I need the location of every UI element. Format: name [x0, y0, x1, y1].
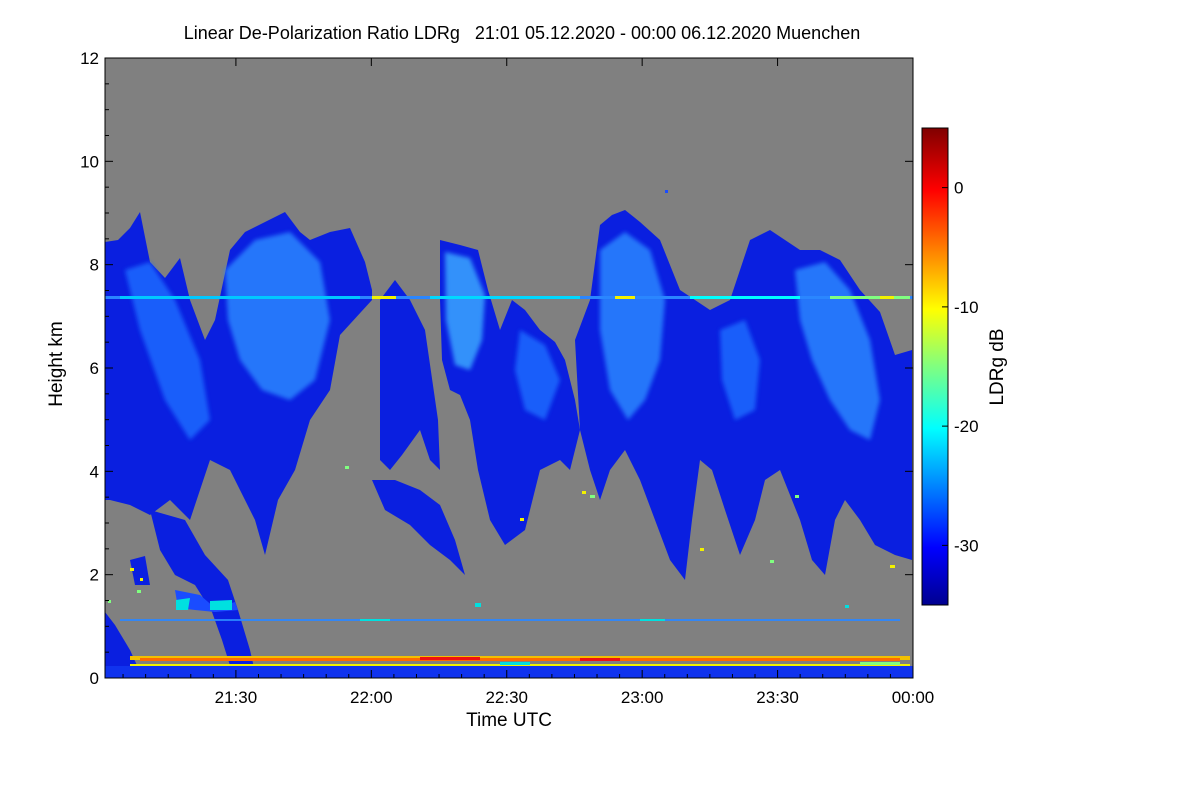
colorbar-label: LDRg dB — [987, 328, 1008, 405]
chart-title: Linear De-Polarization Ratio LDRg 21:01 … — [184, 23, 860, 43]
y-tick-label: 4 — [90, 462, 99, 481]
x-tick-label: 22:00 — [350, 688, 393, 707]
x-tick-label: 00:00 — [892, 688, 935, 707]
fall-streak — [105, 510, 255, 672]
colorbar-tick-label: -20 — [954, 417, 979, 436]
cloud-highlights — [125, 232, 880, 440]
y-axis-label: Height km — [46, 321, 67, 407]
x-tick-label: 22:30 — [485, 688, 528, 707]
colorbar-ticks: 0 -10 -20 -30 — [942, 179, 979, 555]
y-tick-label: 6 — [90, 359, 99, 378]
layer-1km — [120, 619, 900, 621]
x-axis-label: Time UTC — [466, 710, 552, 731]
x-tick-label: 23:00 — [621, 688, 664, 707]
y-tick-label: 10 — [80, 152, 99, 171]
surface-layer — [105, 656, 913, 678]
speckles — [108, 190, 895, 608]
colorbar: 0 -10 -20 -30 LDRg dB — [921, 127, 1008, 606]
colorbar-tick-label: -30 — [954, 536, 979, 555]
colorbar-gradient — [921, 127, 949, 606]
colorbar-tick-label: -10 — [954, 298, 979, 317]
colorbar-tick-label: 0 — [954, 179, 963, 198]
layer-7km — [105, 296, 913, 299]
y-tick-label: 8 — [90, 256, 99, 275]
x-tick-label: 23:30 — [756, 688, 799, 707]
y-tick-label: 12 — [80, 49, 99, 68]
y-tick-label: 2 — [90, 566, 99, 585]
y-tick-label: 0 — [90, 669, 99, 688]
x-axis: 21:30 22:00 22:30 23:00 23:30 00:00 — [122, 58, 935, 707]
y-axis: 0 2 4 6 8 10 12 — [80, 49, 913, 688]
x-tick-label: 21:30 — [215, 688, 258, 707]
